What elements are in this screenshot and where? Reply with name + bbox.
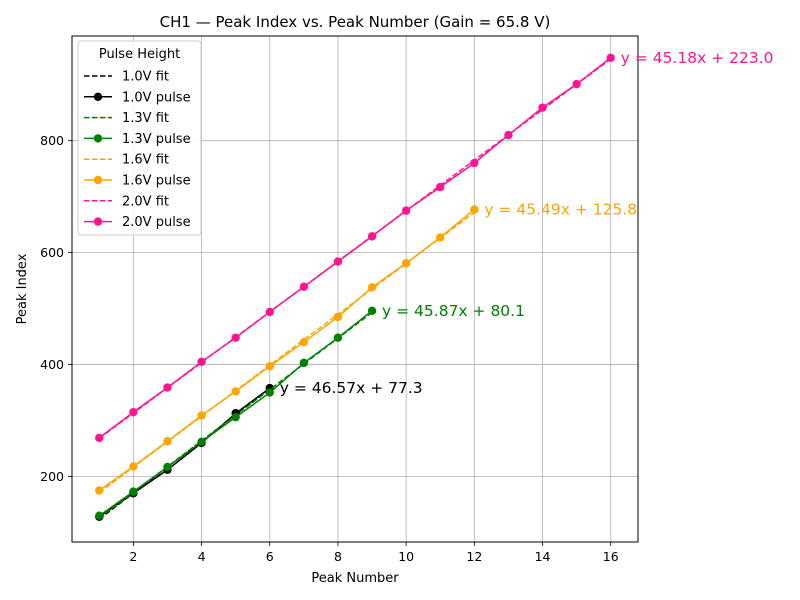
data-point bbox=[401, 206, 411, 215]
x-axis: 2 4 6 8 10 12 14 16 bbox=[129, 542, 619, 564]
y-axis-label: Peak Index bbox=[15, 253, 30, 324]
series-1.3V bbox=[95, 306, 377, 520]
data-point bbox=[231, 387, 240, 396]
data-point bbox=[436, 182, 445, 192]
data-point bbox=[367, 306, 377, 316]
data-point bbox=[299, 358, 309, 368]
y-axis: 200 400 600 800 bbox=[40, 133, 72, 484]
legend-marker bbox=[93, 134, 103, 143]
x-axis-label: Peak Number bbox=[311, 571, 399, 586]
data-point bbox=[163, 383, 172, 392]
data-point bbox=[333, 333, 343, 342]
data-point bbox=[95, 433, 104, 443]
legend-item-1.3V-fit: 1.3V fit bbox=[84, 111, 169, 126]
fit-equation: y = 45.18x + 223.0 bbox=[621, 49, 774, 67]
x-tick-label: 12 bbox=[466, 549, 482, 564]
x-tick-label: 10 bbox=[398, 549, 414, 564]
fit-annotations: y = 46.57x + 77.3 y = 45.87x + 80.1 y = 45… bbox=[280, 49, 774, 397]
data-point bbox=[265, 307, 274, 317]
data-point bbox=[163, 437, 172, 446]
data-point bbox=[299, 282, 309, 291]
fit-line bbox=[98, 211, 475, 494]
legend-item-2.0V-pulse: 2.0V pulse bbox=[84, 215, 191, 230]
y-tick-label: 800 bbox=[40, 133, 64, 148]
chart-title: CH1 — Peak Index vs. Peak Number (Gain =… bbox=[160, 13, 551, 31]
data-point bbox=[367, 283, 377, 292]
data-point bbox=[95, 511, 104, 520]
legend-item-1.6V-fit: 1.6V fit bbox=[84, 153, 169, 168]
legend-label: 1.0V pulse bbox=[122, 90, 191, 105]
legend-label: 1.3V fit bbox=[122, 111, 169, 126]
x-tick-label: 4 bbox=[198, 549, 206, 564]
y-tick-label: 200 bbox=[40, 469, 64, 484]
fit-equation: y = 45.49x + 125.8 bbox=[484, 201, 637, 219]
x-tick-label: 14 bbox=[535, 549, 551, 564]
legend-label: 1.6V fit bbox=[122, 153, 169, 168]
legend-label: 1.6V pulse bbox=[122, 174, 191, 189]
fit-equation: y = 46.57x + 77.3 bbox=[280, 379, 423, 397]
pulse-line bbox=[98, 208, 475, 492]
data-point bbox=[231, 412, 240, 422]
data-point bbox=[572, 79, 581, 89]
data-point bbox=[606, 53, 615, 63]
y-tick-label: 400 bbox=[40, 357, 64, 372]
legend-marker bbox=[93, 217, 103, 226]
legend: Pulse Height 1.0V fit 1.0V pulse 1.3V fit 1.… bbox=[77, 40, 202, 236]
legend-marker bbox=[93, 92, 103, 102]
legend-item-1.0V-pulse: 1.0V pulse bbox=[84, 90, 191, 105]
data-point bbox=[470, 205, 479, 214]
data-point bbox=[197, 411, 206, 420]
pulse-line bbox=[98, 57, 612, 439]
data-point bbox=[197, 357, 206, 366]
data-point bbox=[129, 407, 138, 417]
x-tick-label: 16 bbox=[603, 549, 619, 564]
legend-label: 2.0V pulse bbox=[122, 215, 191, 230]
data-point bbox=[367, 232, 377, 241]
legend-label: 1.3V pulse bbox=[122, 132, 191, 147]
x-tick-label: 2 bbox=[129, 549, 137, 564]
data-point bbox=[231, 333, 240, 342]
data-point bbox=[333, 257, 343, 266]
data-point bbox=[197, 437, 206, 447]
data-point bbox=[470, 158, 479, 168]
legend-item-1.6V-pulse: 1.6V pulse bbox=[84, 174, 191, 189]
legend-title: Pulse Height bbox=[99, 47, 180, 62]
legend-box bbox=[77, 40, 202, 236]
axes-frame bbox=[71, 35, 639, 543]
plot-area bbox=[95, 53, 615, 522]
data-point bbox=[265, 388, 274, 397]
data-point bbox=[95, 486, 104, 495]
fit-equation: y = 45.87x + 80.1 bbox=[382, 302, 525, 320]
legend-marker bbox=[93, 175, 103, 185]
legend-label: 2.0V fit bbox=[122, 194, 169, 209]
series-2.0V bbox=[95, 53, 615, 443]
data-point bbox=[129, 487, 138, 496]
legend-item-1.3V-pulse: 1.3V pulse bbox=[84, 132, 191, 147]
x-tick-label: 6 bbox=[266, 549, 274, 564]
legend-label: 1.0V fit bbox=[122, 70, 169, 85]
y-tick-label: 600 bbox=[40, 245, 64, 260]
data-point bbox=[129, 462, 138, 471]
data-point bbox=[401, 259, 411, 268]
legend-item-1.0V-fit: 1.0V fit bbox=[84, 70, 169, 85]
data-point bbox=[436, 233, 445, 242]
data-point bbox=[299, 337, 309, 347]
data-point bbox=[538, 103, 547, 112]
data-point bbox=[504, 130, 513, 140]
data-point bbox=[333, 312, 343, 322]
data-point bbox=[265, 362, 274, 371]
legend-item-2.0V-fit: 2.0V fit bbox=[84, 194, 169, 209]
series-1.6V bbox=[95, 205, 479, 495]
x-tick-label: 8 bbox=[334, 549, 342, 564]
data-point bbox=[163, 462, 172, 472]
